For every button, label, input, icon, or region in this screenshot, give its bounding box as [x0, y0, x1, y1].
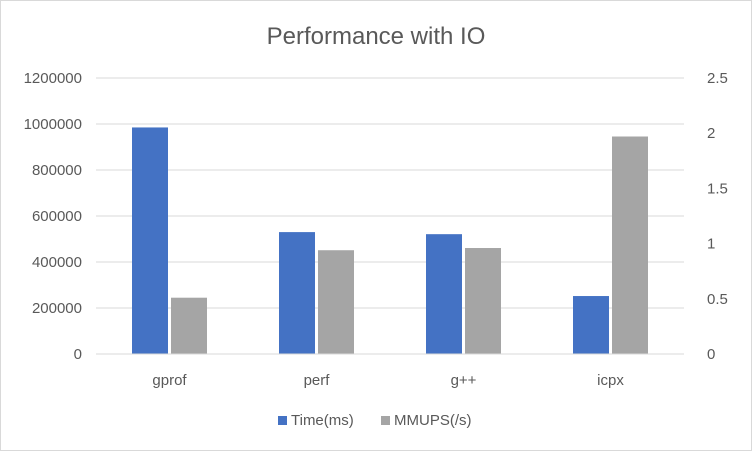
y-left-tick-label: 200000 — [32, 300, 82, 317]
legend-swatch-mmups — [381, 416, 390, 425]
y-right-tick-label: 1.5 — [707, 180, 728, 197]
bar-time-perf — [279, 232, 315, 354]
tick-labels: 0 200000 400000 600000 800000 1000000 1200000 0… — [24, 70, 728, 389]
chart-title: Performance with IO — [267, 23, 486, 50]
y-right-tick-label: 2.5 — [707, 70, 728, 87]
y-left-tick-label: 1200000 — [24, 70, 82, 87]
x-tick-label: gprof — [152, 372, 187, 389]
y-right-tick-label: 0 — [707, 346, 715, 363]
bar-time-g++ — [426, 234, 462, 354]
y-left-tick-label: 1000000 — [24, 116, 82, 133]
x-tick-label: perf — [304, 372, 331, 389]
legend-label-time: Time(ms) — [291, 412, 354, 429]
bar-time-icpx — [573, 296, 609, 354]
x-tick-label: g++ — [451, 372, 477, 389]
bar-mmups-icpx — [612, 136, 648, 354]
legend-swatch-time — [278, 416, 287, 425]
y-left-tick-label: 400000 — [32, 254, 82, 271]
bar-mmups-gprof — [171, 297, 207, 354]
y-right-tick-label: 2 — [707, 125, 715, 142]
y-right-tick-label: 0.5 — [707, 291, 728, 308]
bar-mmups-g++ — [465, 248, 501, 354]
y-right-tick-label: 1 — [707, 236, 715, 253]
y-left-tick-label: 0 — [74, 346, 82, 363]
legend-label-mmups: MMUPS(/s) — [394, 412, 472, 429]
y-left-tick-label: 600000 — [32, 208, 82, 225]
x-tick-label: icpx — [597, 372, 624, 389]
y-left-tick-label: 800000 — [32, 162, 82, 179]
bar-mmups-perf — [318, 250, 354, 354]
bar-time-gprof — [132, 127, 168, 354]
gridlines — [96, 77, 684, 309]
legend: Time(ms) MMUPS(/s) — [278, 412, 472, 429]
bars — [132, 127, 648, 354]
